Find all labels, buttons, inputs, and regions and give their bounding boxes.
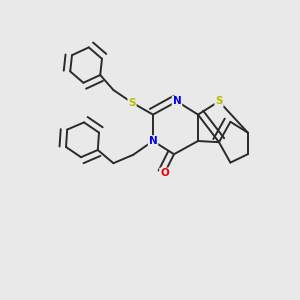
Text: O: O (160, 168, 169, 178)
Text: S: S (215, 96, 223, 106)
Text: N: N (172, 96, 182, 106)
Text: N: N (148, 136, 158, 146)
Text: S: S (128, 98, 136, 108)
